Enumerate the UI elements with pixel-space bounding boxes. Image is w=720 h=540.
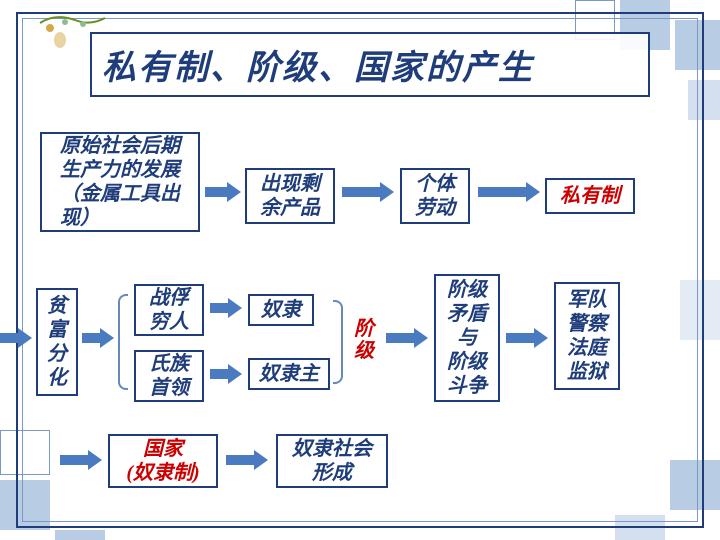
- box-prisoners: 战俘穷人: [134, 284, 204, 336]
- box-class-struggle: 阶级矛盾与阶级斗争: [434, 274, 500, 402]
- box-individual-labor: 个体劳动: [400, 168, 470, 224]
- brace-left: [118, 294, 128, 390]
- box-slave: 奴隶: [248, 294, 314, 326]
- box-private-ownership: 私有制: [545, 178, 635, 214]
- label-class: 阶级: [350, 318, 378, 362]
- box-state: 国家(奴隶制): [108, 434, 218, 488]
- box-slave-owner: 奴隶主: [248, 358, 330, 390]
- box-clan-leader: 氏族首领: [134, 350, 204, 402]
- corner-decoration: [35, 8, 115, 48]
- page-title: 私有制、阶级、国家的产生: [90, 32, 650, 97]
- brace-right: [333, 300, 343, 384]
- box-slave-society: 奴隶社会形成: [276, 434, 388, 488]
- diagram-content: 私有制、阶级、国家的产生 原始社会后期生产力的发展（金属工具出现） 出现剩余产品…: [0, 0, 720, 540]
- box-wealth-gap: 贫富分化: [36, 288, 78, 396]
- box-primitive-society: 原始社会后期生产力的发展（金属工具出现）: [40, 132, 200, 232]
- box-surplus: 出现剩余产品: [245, 168, 335, 224]
- box-state-apparatus: 军队警察法庭监狱: [554, 282, 620, 390]
